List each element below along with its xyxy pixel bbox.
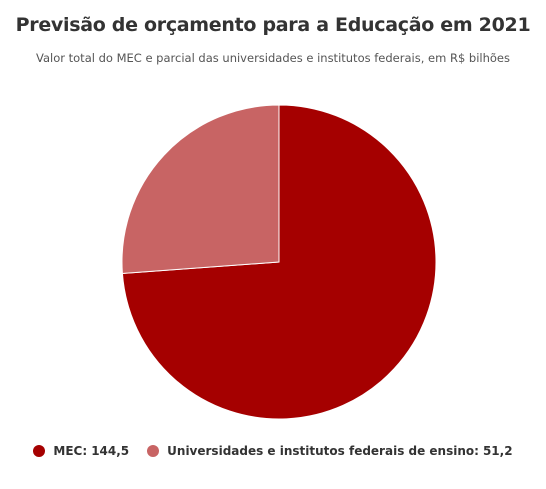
legend-label: Universidades e institutos federais de e… <box>167 444 483 458</box>
legend-swatch <box>33 445 46 457</box>
legend-item: MEC144,5 <box>33 444 129 458</box>
legend-value: 144,5 <box>91 444 130 458</box>
legend-label: MEC <box>53 444 91 458</box>
chart-subtitle: Valor total do MEC e parcial das univers… <box>36 51 510 65</box>
legend: MEC144,5 Universidades e institutos feder… <box>0 444 546 458</box>
legend-value: 51,2 <box>482 444 513 458</box>
chart-title: Previsão de orçamento para a Educação em… <box>15 14 531 36</box>
legend-swatch <box>147 445 160 457</box>
legend-item: Universidades e institutos federais de e… <box>147 444 513 458</box>
pie-slice <box>121 104 280 274</box>
